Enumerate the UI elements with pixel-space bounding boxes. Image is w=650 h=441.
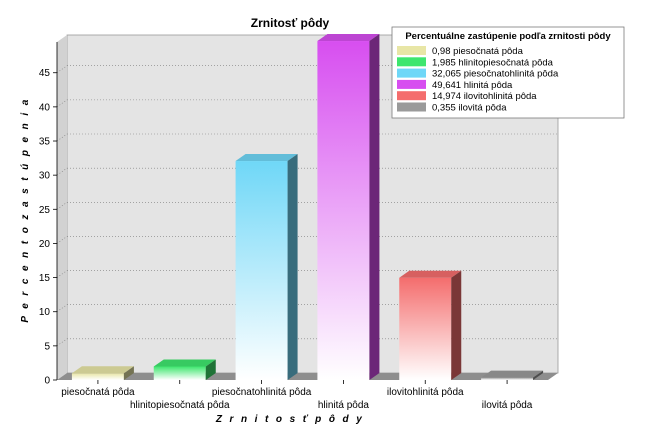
gridline-depth-4: [56, 236, 68, 244]
y-tick-label-7: 35: [39, 137, 51, 148]
gridline-depth-1: [56, 338, 68, 347]
gridline-depth-5: [56, 202, 68, 210]
bar-top-4: [399, 270, 462, 278]
x-tick-label-4: ilovitohlinitá pôda: [387, 387, 464, 398]
gridline-depth-9: [56, 65, 68, 73]
plot-side-wall: [57, 35, 67, 380]
bar-0: [71, 373, 124, 380]
legend-swatch-4: [397, 91, 426, 101]
bar-5: [481, 377, 534, 380]
x-axis-title: Z r n i t o s ť p ô d y: [215, 414, 364, 425]
legend-title: Percentuálne zastúpenie podľa zrnitosti …: [405, 31, 611, 42]
y-tick-label-9: 45: [39, 68, 51, 79]
bar-3: [317, 41, 370, 381]
legend-label-0: 0,98 piesočnatá pôda: [432, 46, 524, 57]
legend-label-2: 32,065 piesočnatohlinitá pôda: [432, 69, 559, 80]
legend-label-4: 14,974 ilovitohlinitá pôda: [432, 91, 537, 102]
legend-swatch-1: [397, 57, 426, 67]
y-tick-label-1: 5: [44, 341, 50, 352]
bar-top-0: [71, 366, 134, 374]
legend-label-1: 1,985 hlinitopiesočnatá pôda: [432, 57, 554, 68]
y-tick-label-0: 0: [44, 376, 50, 387]
gridline-depth-7: [56, 133, 68, 142]
bar-top-3: [317, 34, 380, 42]
bar-1: [153, 366, 206, 380]
y-tick-label-4: 20: [39, 239, 51, 250]
y-tick-label-8: 40: [39, 102, 51, 113]
gridline-depth-3: [56, 270, 68, 278]
gridline-depth-6: [56, 167, 68, 176]
y-tick-label-5: 25: [39, 205, 51, 216]
legend-swatch-2: [397, 68, 426, 78]
y-tick-label-2: 10: [39, 307, 51, 318]
x-tick-label-1: hlinitopiesočnatá pôda: [130, 400, 230, 411]
bar-top-1: [153, 359, 216, 367]
chart-title: Zrnitosť pôdy: [251, 16, 330, 30]
bar-side-4: [451, 270, 462, 380]
x-tick-label-5: ilovitá pôda: [482, 400, 533, 411]
bar-2: [235, 161, 288, 380]
x-tick-label-0: piesočnatá pôda: [61, 387, 135, 398]
y-axis-title: P e r c e n t o z a s t ú p e n i a: [20, 97, 31, 322]
bar-side-0: [123, 366, 134, 380]
legend-label-3: 49,641 hlinitá pôda: [432, 80, 513, 91]
gridline-depth-2: [56, 304, 68, 312]
y-tick-label-3: 15: [39, 273, 51, 284]
bar-top-5: [481, 370, 544, 378]
legend-swatch-5: [397, 102, 426, 112]
x-tick-label-3: hlinitá pôda: [318, 400, 370, 411]
legend-box: [391, 26, 625, 119]
bar-side-1: [205, 359, 216, 380]
bar-4: [399, 277, 452, 380]
legend-label-5: 0,355 ilovitá pôda: [432, 103, 507, 114]
bar-top-2: [235, 154, 298, 162]
gridline-depth-8: [56, 99, 68, 108]
legend-swatch-0: [397, 46, 426, 55]
bar-side-3: [369, 34, 380, 381]
x-tick-label-2: piesočnatohlinitá pôda: [212, 387, 312, 398]
y-tick-label-6: 30: [39, 171, 51, 182]
bar-side-2: [287, 154, 298, 380]
legend-swatch-3: [397, 79, 426, 89]
bar-side-5: [533, 370, 544, 380]
